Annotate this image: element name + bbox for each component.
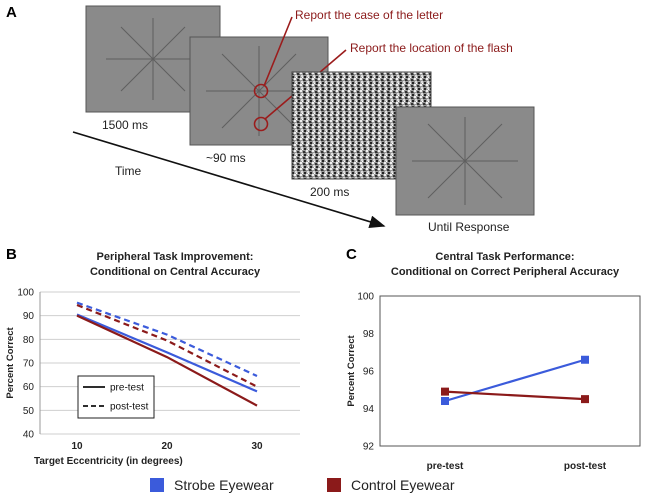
legend-control: Control Eyewear xyxy=(327,477,455,493)
time-label-response: Until Response xyxy=(428,220,510,234)
annotation-letter-case: Report the case of the letter xyxy=(295,8,444,22)
chart-b-series xyxy=(76,301,258,407)
legend-control-swatch xyxy=(327,478,341,492)
time-arrow xyxy=(72,131,386,228)
chart-b-x-axis-label: Target Eccentricity (in degrees) xyxy=(34,456,183,467)
legend-post-test-label: post-test xyxy=(110,402,149,413)
chart-c-data-point xyxy=(441,387,449,396)
chart-b-y-tick-label: 40 xyxy=(23,430,35,441)
chart-b-y-tick-label: 60 xyxy=(23,382,35,393)
time-label-target: ~90 ms xyxy=(206,151,246,165)
chart-c-y-tick-label: 94 xyxy=(363,404,375,415)
chart-b-y-tick-label: 100 xyxy=(17,288,34,299)
chart-c-data-point xyxy=(581,355,589,364)
chart-c-x-tick-label: post-test xyxy=(564,461,607,472)
chart-b-y-tick-label: 90 xyxy=(23,311,35,322)
chart-b-series-line xyxy=(76,303,258,388)
chart-c-y-tick-label: 98 xyxy=(363,329,375,340)
chart-b-y-tick-label: 70 xyxy=(23,359,35,370)
panel-label-a: A xyxy=(6,4,17,21)
chart-c-series-line xyxy=(444,358,586,403)
legend-strobe-label: Strobe Eyewear xyxy=(174,477,274,493)
chart-c-title-line2: Conditional on Correct Peripheral Accura… xyxy=(390,266,620,278)
chart-c-y-tick-label: 100 xyxy=(357,292,374,303)
chart-c-y-axis-label: Percent Correct xyxy=(346,335,357,407)
annotation-flash-location: Report the location of the flash xyxy=(350,41,513,55)
chart-b-legend-box: pre-test post-test xyxy=(77,375,155,419)
chart-b-x-tick-label: 10 xyxy=(71,441,83,452)
time-axis-label: Time xyxy=(115,164,142,178)
chart-b-title: Peripheral Task Improvement: Conditional… xyxy=(30,250,320,280)
chart-c-y-ticks: 92 94 96 98 100 xyxy=(357,292,374,453)
chart-c-series-line xyxy=(444,390,586,401)
chart-c-y-tick-label: 96 xyxy=(363,367,375,378)
panel-label-c: C xyxy=(346,246,357,263)
time-label-mask: 200 ms xyxy=(310,185,350,199)
chart-c-title-line1: Central Task Performance: xyxy=(435,251,575,263)
chart-b-series-line xyxy=(76,313,258,393)
chart-b-x-tick-label: 20 xyxy=(161,441,173,452)
panel-label-b: B xyxy=(6,246,17,263)
chart-c-data-point xyxy=(581,395,589,404)
chart-c-y-tick-label: 92 xyxy=(363,442,375,453)
chart-c-frame xyxy=(379,295,641,447)
trial-sequence-diagram xyxy=(72,5,535,228)
chart-b-y-ticks: 40 50 60 70 80 90 100 xyxy=(17,288,34,441)
letter-pointer-line xyxy=(263,16,293,87)
chart-c-x-ticks: pre-test post-test xyxy=(427,461,607,472)
time-label-fixation: 1500 ms xyxy=(102,118,149,132)
legend-strobe: Strobe Eyewear xyxy=(150,477,274,493)
chart-b-series-line xyxy=(76,301,258,378)
letter-target-circle xyxy=(253,83,269,99)
chart-c-data-point xyxy=(441,397,449,405)
screen-response xyxy=(395,106,535,216)
chart-c-title: Central Task Performance: Conditional on… xyxy=(370,250,640,280)
chart-c-series xyxy=(441,355,589,405)
chart-b-y-tick-label: 80 xyxy=(23,335,35,346)
chart-c-x-tick-label: pre-test xyxy=(427,461,464,472)
flash-target-circle xyxy=(253,116,269,132)
chart-b-y-tick-label: 50 xyxy=(23,406,35,417)
chart-b-x-tick-label: 30 xyxy=(251,441,263,452)
chart-peripheral-improvement: 40 50 60 70 80 90 100 10 20 30 Percent Correct T… xyxy=(5,288,300,467)
chart-b-title-line2: Conditional on Central Accuracy xyxy=(89,266,261,278)
chart-central-performance: 92 94 96 98 100 pre-test post-test Percent Co… xyxy=(346,292,641,472)
chart-b-x-ticks: 10 20 30 xyxy=(71,441,263,452)
chart-b-title-line1: Peripheral Task Improvement: xyxy=(96,251,254,263)
chart-b-series-line xyxy=(76,314,258,407)
legend-pre-test-label: pre-test xyxy=(110,383,144,394)
legend-control-label: Control Eyewear xyxy=(351,477,455,493)
legend-strobe-swatch xyxy=(150,478,164,492)
chart-b-y-axis-label: Percent Correct xyxy=(5,327,16,399)
